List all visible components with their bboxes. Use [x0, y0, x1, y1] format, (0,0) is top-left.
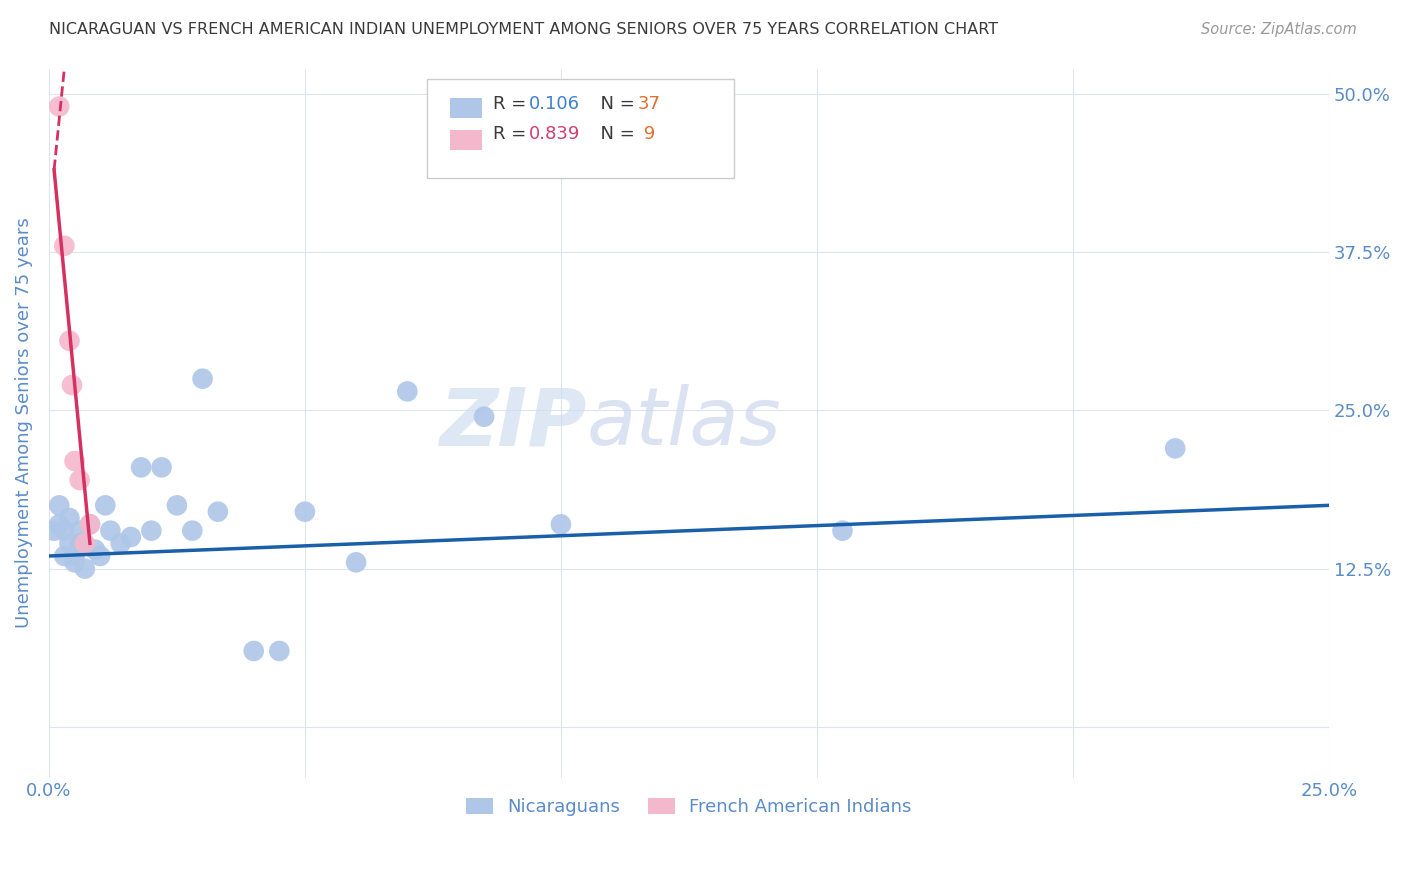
Point — [344, 555, 367, 569]
Point — [63, 555, 86, 569]
FancyBboxPatch shape — [450, 130, 481, 150]
Point — [166, 499, 188, 513]
Point — [58, 511, 80, 525]
Point — [58, 334, 80, 348]
Text: ZIP: ZIP — [439, 384, 586, 462]
Point — [63, 549, 86, 563]
Point — [84, 542, 107, 557]
Point — [120, 530, 142, 544]
Text: N =: N = — [589, 95, 641, 113]
Point — [69, 473, 91, 487]
Point — [89, 549, 111, 563]
Point — [150, 460, 173, 475]
Point — [58, 536, 80, 550]
Text: 0.106: 0.106 — [529, 95, 579, 113]
Point — [48, 517, 70, 532]
Y-axis label: Unemployment Among Seniors over 75 years: Unemployment Among Seniors over 75 years — [15, 218, 32, 629]
Point — [63, 454, 86, 468]
Text: N =: N = — [589, 126, 641, 144]
Point — [73, 536, 96, 550]
Point — [53, 239, 76, 253]
Point — [207, 505, 229, 519]
Point — [69, 524, 91, 538]
Point — [79, 517, 101, 532]
Text: atlas: atlas — [586, 384, 782, 462]
Point — [269, 644, 291, 658]
Point — [73, 561, 96, 575]
FancyBboxPatch shape — [426, 79, 734, 178]
Point — [94, 499, 117, 513]
Text: 37: 37 — [638, 95, 661, 113]
Point — [1164, 442, 1187, 456]
Point — [100, 524, 122, 538]
Point — [396, 384, 419, 399]
Text: R =: R = — [494, 126, 531, 144]
FancyBboxPatch shape — [450, 98, 481, 118]
Point — [141, 524, 163, 538]
Text: 9: 9 — [638, 126, 655, 144]
Text: Source: ZipAtlas.com: Source: ZipAtlas.com — [1201, 22, 1357, 37]
Point — [53, 549, 76, 563]
Point — [294, 505, 316, 519]
Text: NICARAGUAN VS FRENCH AMERICAN INDIAN UNEMPLOYMENT AMONG SENIORS OVER 75 YEARS CO: NICARAGUAN VS FRENCH AMERICAN INDIAN UNE… — [49, 22, 998, 37]
Point — [69, 536, 91, 550]
Point — [48, 499, 70, 513]
Point — [181, 524, 204, 538]
Text: R =: R = — [494, 95, 531, 113]
Text: 0.839: 0.839 — [529, 126, 581, 144]
Legend: Nicaraguans, French American Indians: Nicaraguans, French American Indians — [457, 789, 921, 825]
Point — [79, 517, 101, 532]
Point — [242, 644, 264, 658]
Point — [110, 536, 132, 550]
Point — [129, 460, 152, 475]
Point — [48, 99, 70, 113]
Point — [191, 372, 214, 386]
Point — [53, 524, 76, 538]
Point — [831, 524, 853, 538]
Point — [472, 409, 495, 424]
Point — [42, 524, 65, 538]
Point — [60, 378, 83, 392]
Point — [550, 517, 572, 532]
